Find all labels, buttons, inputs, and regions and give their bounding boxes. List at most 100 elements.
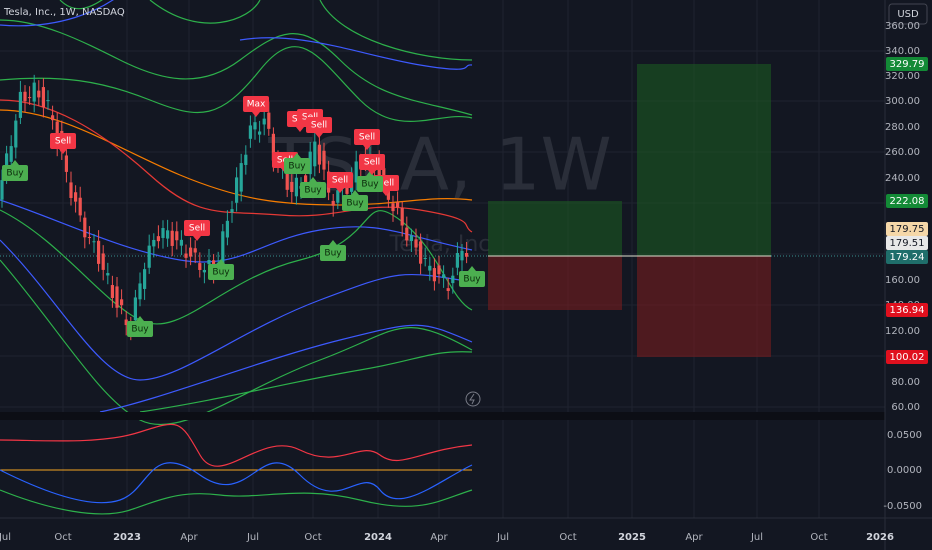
candle-body	[23, 91, 27, 102]
candle-body	[354, 161, 358, 183]
candle-body	[97, 240, 101, 264]
candle-body	[133, 297, 137, 321]
candle-body	[170, 230, 174, 246]
candle-body	[143, 269, 147, 289]
candle-body	[253, 122, 257, 130]
signal-label: Buy	[288, 162, 306, 172]
candle-body	[147, 245, 151, 268]
time-label: Oct	[559, 532, 576, 543]
candle-body	[120, 299, 124, 306]
signal-label: Buy	[304, 186, 322, 196]
candle-body	[405, 227, 409, 241]
price-tag-label: 179.24	[890, 252, 925, 263]
price-label: 80.00	[891, 377, 920, 388]
candle-body	[9, 146, 13, 162]
signal-label: Max	[247, 100, 266, 110]
candle-body	[239, 163, 243, 192]
candle-body	[115, 286, 119, 308]
candle-body	[5, 153, 9, 174]
candle-body	[0, 180, 4, 200]
signals: BuySellBuySellBuyMaxSellSellSellSellBuyB…	[2, 96, 485, 337]
time-label: Oct	[810, 532, 827, 543]
price-label: 160.00	[885, 275, 920, 286]
candle-body	[419, 241, 423, 264]
sell-signal	[306, 117, 332, 133]
candle-body	[193, 248, 197, 253]
oscillator-line	[0, 423, 473, 467]
lightning-icon	[469, 393, 475, 405]
signal-pointer	[336, 188, 344, 193]
time-label: Oct	[304, 532, 321, 543]
time-label: Oct	[54, 532, 71, 543]
signal-pointer	[368, 170, 376, 175]
signal-label: Sell	[364, 158, 380, 168]
price-tag-label: 100.02	[890, 352, 925, 363]
time-label: Jul	[246, 532, 259, 543]
price-tag	[886, 236, 928, 250]
time-label: Apr	[180, 532, 198, 543]
buy-signal	[459, 271, 485, 287]
sell-signal	[354, 129, 380, 145]
signal-label: Buy	[6, 169, 24, 179]
candle-body	[382, 168, 386, 178]
candle-body	[124, 319, 128, 326]
price-tag	[886, 250, 928, 264]
price-label: 360.00	[885, 21, 920, 32]
candle-body	[304, 175, 308, 183]
candle-body	[409, 235, 413, 242]
candle-body	[138, 283, 142, 300]
lightning-icon	[465, 391, 481, 407]
signal-pointer	[363, 145, 371, 150]
time-label: Apr	[685, 532, 703, 543]
oscillator-label: -0.0500	[883, 501, 922, 512]
signal-label: Sell	[55, 137, 71, 147]
candle-body	[225, 220, 229, 238]
signal-pointer	[351, 190, 359, 195]
signal-pointer	[309, 177, 317, 182]
signal-pointer	[59, 149, 67, 154]
candle-body	[14, 120, 18, 148]
price-tag	[886, 222, 928, 236]
signal-label: Buy	[324, 249, 342, 259]
candle-body	[294, 177, 298, 197]
currency-button[interactable]	[888, 3, 928, 25]
candle-body	[51, 115, 55, 121]
candle-body	[179, 239, 183, 246]
candle-body	[235, 177, 239, 203]
oscillator-label: 0.0000	[887, 465, 922, 476]
price-label: 60.00	[891, 402, 920, 413]
candle-body	[262, 118, 266, 125]
buy-signal	[127, 321, 153, 337]
signal-pointer	[296, 127, 304, 132]
candle-body	[317, 144, 321, 165]
candle-body	[18, 91, 22, 118]
signal-pointer	[329, 240, 337, 245]
candle-body	[32, 82, 36, 102]
time-label: Apr	[430, 532, 448, 543]
currency-label[interactable]: USD	[897, 9, 919, 20]
target-zone	[637, 64, 771, 256]
candle-body	[465, 252, 469, 257]
oscillator-line	[0, 462, 473, 504]
candle-body	[46, 100, 50, 102]
signal-label: Buy	[131, 325, 149, 335]
candle-body	[331, 200, 335, 206]
time-label: 2023	[113, 532, 141, 543]
signal-label: Sell	[189, 224, 205, 234]
buy-signal	[300, 182, 326, 198]
price-label: 260.00	[885, 147, 920, 158]
price-tag-label: 179.75	[890, 224, 925, 235]
price-tag-label: 136.94	[890, 305, 925, 316]
candle-body	[396, 202, 400, 208]
candle-body	[156, 236, 160, 242]
candle-body	[244, 154, 248, 165]
price-label: 120.00	[885, 326, 920, 337]
sell-signal	[50, 133, 76, 149]
time-label: 2024	[364, 532, 392, 543]
price-tag-label: 329.79	[890, 59, 925, 70]
signal-label: Sell	[311, 121, 327, 131]
watermark-sub: Tesla, Inc	[389, 232, 491, 257]
signal-label: Buy	[212, 268, 230, 278]
candle-body	[189, 247, 193, 257]
